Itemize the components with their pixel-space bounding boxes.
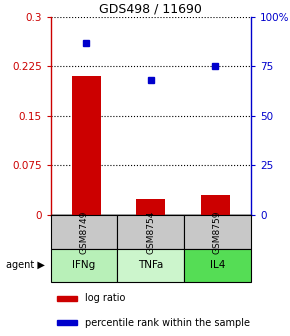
Title: GDS498 / 11690: GDS498 / 11690 (99, 3, 202, 16)
Text: GSM8749: GSM8749 (79, 210, 89, 254)
Text: GSM8759: GSM8759 (213, 210, 222, 254)
Bar (57, 320, 77, 325)
Bar (184, 249, 251, 282)
Bar (201, 195, 230, 215)
Bar (72, 76, 101, 215)
Text: log ratio: log ratio (85, 293, 125, 303)
Bar (51, 249, 117, 282)
Bar (184, 215, 251, 249)
Bar (51, 215, 117, 249)
Bar (117, 215, 184, 249)
Text: agent ▶: agent ▶ (6, 260, 45, 270)
Text: IL4: IL4 (210, 260, 225, 270)
Bar (117, 249, 184, 282)
Text: IFNg: IFNg (72, 260, 96, 270)
Bar (136, 199, 165, 215)
Bar (57, 296, 77, 301)
Text: GSM8754: GSM8754 (146, 210, 155, 254)
Text: TNFa: TNFa (138, 260, 164, 270)
Text: percentile rank within the sample: percentile rank within the sample (85, 318, 250, 328)
